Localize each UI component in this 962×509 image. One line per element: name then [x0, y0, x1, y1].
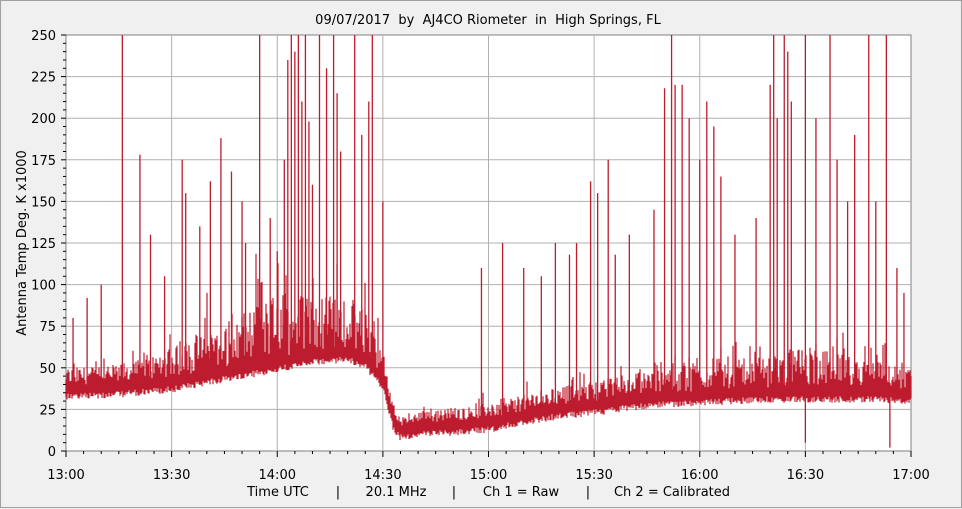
x-axis-label-part: Time UTC — [246, 485, 309, 500]
y-tick-label: 0 — [48, 445, 56, 460]
y-tick-label: 200 — [31, 112, 56, 127]
y-tick-label: 125 — [31, 237, 56, 252]
y-axis: 0 25 50 75 100 125 150 175 200 225 250 — [31, 29, 66, 460]
y-tick-label: 25 — [39, 403, 56, 418]
y-tick-label: 250 — [31, 29, 56, 44]
x-axis-label-part: Ch 2 = Calibrated — [614, 485, 730, 500]
y-tick-label: 150 — [31, 195, 56, 210]
x-tick-label: 15:00 — [470, 468, 507, 483]
x-tick-label: 15:30 — [575, 468, 612, 483]
x-axis-label-part: | — [586, 485, 590, 500]
data-series — [65, 35, 912, 448]
x-tick-label: 13:30 — [153, 468, 190, 483]
y-tick-label: 100 — [31, 279, 56, 294]
x-tick-label: 14:00 — [259, 468, 296, 483]
x-axis-label-part: Ch 1 = Raw — [483, 485, 560, 500]
y-tick-label: 175 — [31, 154, 56, 169]
x-axis-label-part: | — [452, 485, 456, 500]
x-axis: 13:00 13:30 14:00 14:30 15:00 15:30 16:00 16:30… — [47, 451, 930, 483]
x-axis-label-part: 20.1 MHz — [366, 485, 427, 500]
x-tick-label: 14:30 — [364, 468, 401, 483]
x-tick-label: 17:00 — [892, 468, 929, 483]
x-tick-label: 13:00 — [47, 468, 84, 483]
y-tick-label: 75 — [39, 320, 56, 335]
y-axis-label: Antenna Temp Deg. K x1000 — [15, 150, 30, 336]
x-axis-label: Time UTC | 20.1 MHz | Ch 1 = Raw | Ch 2 = Cali… — [246, 485, 730, 500]
y-tick-label: 225 — [31, 71, 56, 86]
series-noise-band — [65, 253, 912, 440]
x-tick-label: 16:30 — [787, 468, 824, 483]
chart-title: 09/07/2017 by AJ4CO Riometer in High Spr… — [315, 13, 661, 28]
x-axis-label-part: | — [336, 485, 340, 500]
y-tick-label: 50 — [39, 362, 56, 377]
x-tick-label: 16:00 — [681, 468, 718, 483]
